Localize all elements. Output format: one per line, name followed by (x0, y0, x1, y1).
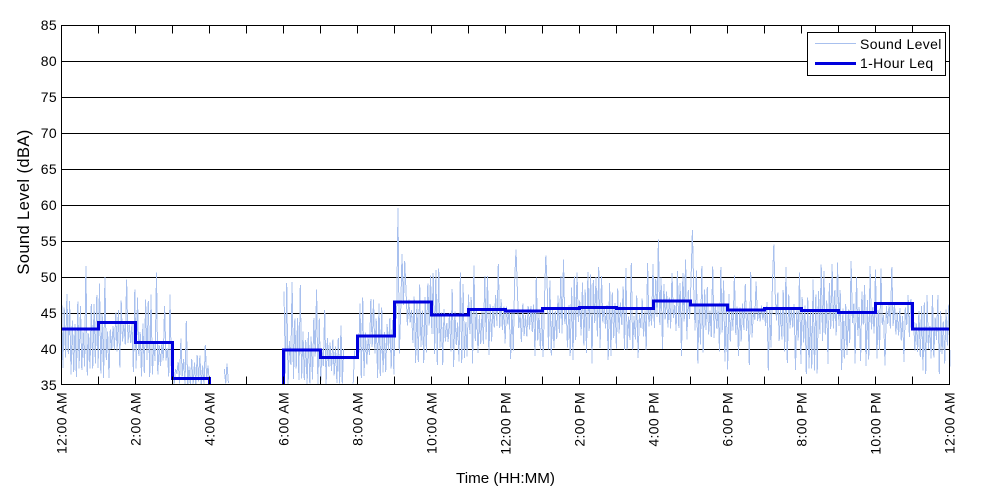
svg-text:Sound Level (dBA): Sound Level (dBA) (15, 129, 33, 274)
svg-text:2:00 PM: 2:00 PM (572, 392, 588, 447)
svg-text:4:00 PM: 4:00 PM (646, 392, 662, 447)
svg-text:50: 50 (41, 269, 57, 285)
svg-text:6:00 AM: 6:00 AM (276, 392, 292, 446)
svg-text:40: 40 (41, 341, 57, 357)
svg-text:10:00 AM: 10:00 AM (424, 392, 440, 454)
svg-text:55: 55 (41, 233, 57, 249)
svg-text:8:00 PM: 8:00 PM (794, 392, 810, 447)
svg-text:4:00 AM: 4:00 AM (202, 392, 218, 446)
svg-text:Sound Level: Sound Level (860, 36, 942, 52)
svg-text:12:00 AM: 12:00 AM (942, 392, 958, 454)
svg-text:45: 45 (41, 305, 57, 321)
svg-text:8:00 AM: 8:00 AM (350, 392, 366, 446)
svg-text:12:00 AM: 12:00 AM (54, 392, 70, 454)
svg-text:70: 70 (41, 125, 57, 141)
svg-text:10:00 PM: 10:00 PM (868, 392, 884, 455)
svg-text:12:00 PM: 12:00 PM (498, 392, 514, 455)
svg-text:75: 75 (41, 89, 57, 105)
svg-text:1-Hour Leq: 1-Hour Leq (860, 55, 934, 71)
svg-text:6:00 PM: 6:00 PM (720, 392, 736, 447)
svg-text:Time (HH:MM): Time (HH:MM) (456, 470, 555, 487)
svg-text:60: 60 (41, 197, 57, 213)
svg-text:35: 35 (41, 377, 57, 393)
svg-text:65: 65 (41, 161, 57, 177)
svg-text:2:00 AM: 2:00 AM (128, 392, 144, 446)
svg-text:85: 85 (41, 17, 57, 33)
svg-text:80: 80 (41, 53, 57, 69)
